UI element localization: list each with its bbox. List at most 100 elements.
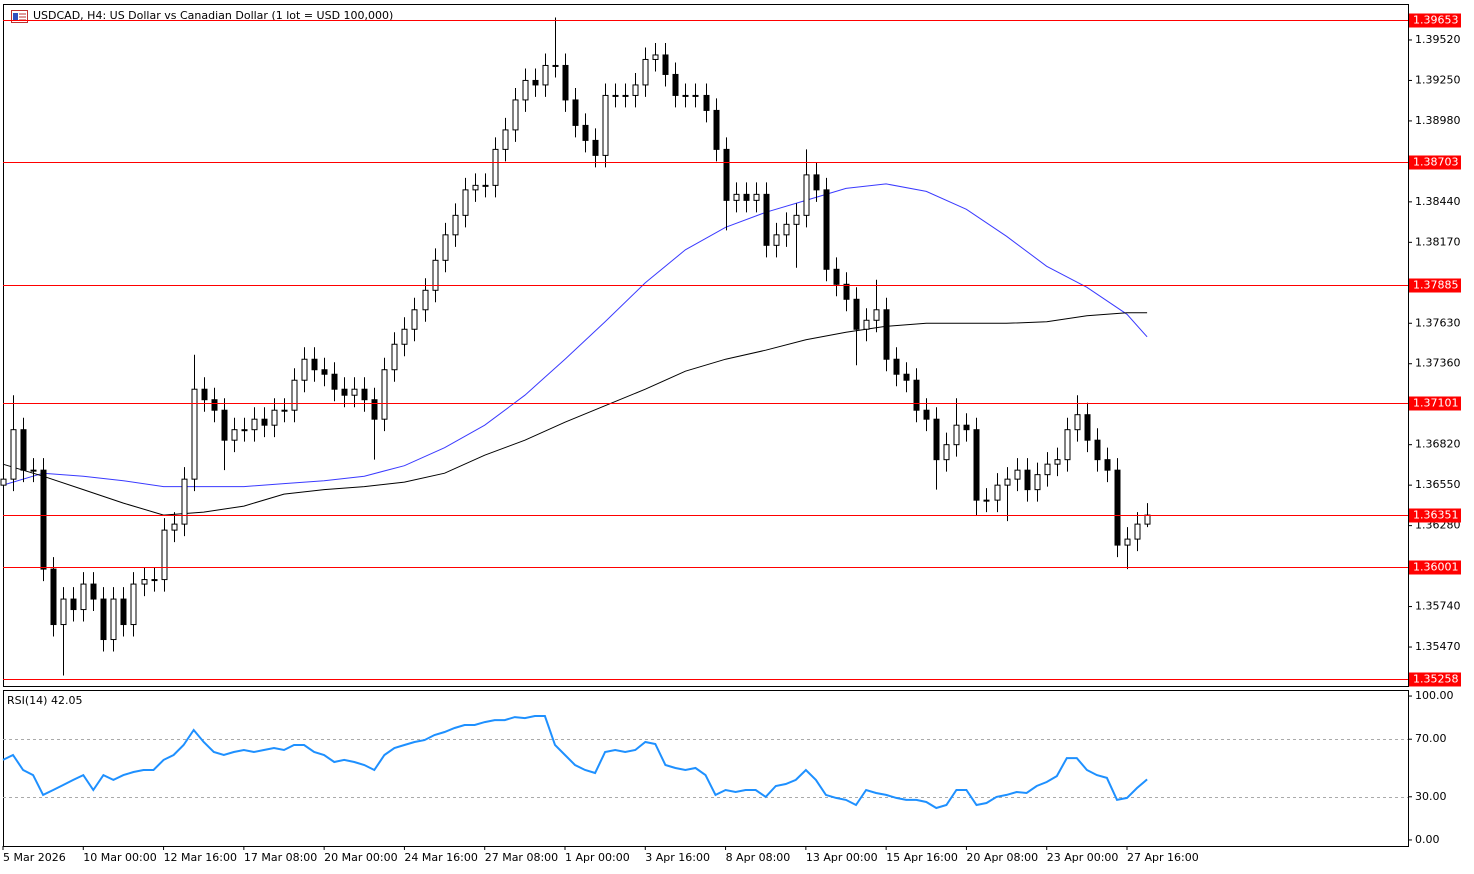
x-tick-label: 24 Mar 16:00 xyxy=(404,851,477,864)
candle-body xyxy=(151,579,158,582)
x-tick-label: 20 Apr 08:00 xyxy=(966,851,1038,864)
candle-body xyxy=(211,399,218,411)
level-label: 1.38703 xyxy=(1413,156,1459,169)
candle-body xyxy=(0,478,7,486)
candle-body xyxy=(1074,414,1081,431)
candle-body xyxy=(472,184,479,191)
x-tick-label: 17 Mar 08:00 xyxy=(244,851,317,864)
candle-body xyxy=(572,99,579,126)
candle-body xyxy=(813,174,820,191)
level-box xyxy=(1409,560,1461,575)
candle-body xyxy=(602,94,609,156)
candle-body xyxy=(482,184,489,187)
candle-body xyxy=(1004,478,1011,486)
candle-body xyxy=(943,444,950,461)
candle-body xyxy=(100,598,107,641)
candle-body xyxy=(161,529,168,581)
chart-title: USDCAD, H4: US Dollar vs Canadian Dollar… xyxy=(33,9,393,22)
candle-body xyxy=(271,409,278,426)
candle-body xyxy=(713,109,720,150)
candle-body xyxy=(873,309,880,321)
candle-body xyxy=(10,429,17,480)
candle-body xyxy=(803,174,810,216)
y-tick-label: 1.39520 xyxy=(1415,33,1461,46)
level-box xyxy=(1409,13,1461,28)
candle-body xyxy=(321,369,328,375)
rsi-tick-label: 0.00 xyxy=(1415,833,1440,846)
candle-body xyxy=(1144,514,1151,525)
y-tick-label: 1.38980 xyxy=(1415,114,1461,127)
y-tick-label: 1.37630 xyxy=(1415,316,1461,329)
candle-body xyxy=(432,259,439,291)
candle-body xyxy=(1044,463,1051,476)
candle-body xyxy=(662,54,669,75)
candle-body xyxy=(90,583,97,600)
candle-body xyxy=(301,358,308,381)
x-tick-label: 15 Apr 16:00 xyxy=(886,851,958,864)
candle-body xyxy=(181,478,188,525)
candle-body xyxy=(1054,459,1061,465)
candle-body xyxy=(221,409,228,441)
candle-body xyxy=(923,409,930,420)
candle-body xyxy=(1024,469,1031,491)
candle-body xyxy=(40,469,47,570)
candle-body xyxy=(733,193,740,201)
y-tick-label: 1.38440 xyxy=(1415,195,1461,208)
candle-body xyxy=(893,358,900,375)
candle-body xyxy=(853,298,860,330)
level-label: 1.36351 xyxy=(1413,509,1459,522)
candle-body xyxy=(994,484,1001,501)
candle-body xyxy=(492,148,499,186)
candle-body xyxy=(983,499,990,502)
candle-body xyxy=(502,129,509,150)
x-tick-label: 10 Mar 00:00 xyxy=(83,851,156,864)
rsi-tick-label: 30.00 xyxy=(1415,790,1447,803)
y-tick-label: 1.38170 xyxy=(1415,235,1461,248)
candle-body xyxy=(953,424,960,446)
candle-body xyxy=(903,373,910,381)
candle-body xyxy=(120,598,127,626)
candle-body xyxy=(1134,523,1141,540)
x-tick-label: 13 Apr 00:00 xyxy=(806,851,878,864)
price-panel xyxy=(3,4,1409,687)
rsi-line xyxy=(2,715,1148,810)
level-label: 1.37101 xyxy=(1413,397,1459,410)
level-box xyxy=(1409,672,1461,687)
candle-body xyxy=(1014,469,1021,480)
candle-body xyxy=(1104,459,1111,471)
candle-body xyxy=(50,568,57,626)
moving-average xyxy=(2,183,1148,488)
candle-body xyxy=(642,58,649,86)
candle-body xyxy=(60,598,67,626)
icon-part xyxy=(13,13,18,20)
candle-body xyxy=(632,84,639,96)
candle-body xyxy=(582,124,589,141)
candle-body xyxy=(291,379,298,411)
level-label: 1.35258 xyxy=(1413,673,1459,686)
candle-body xyxy=(652,54,659,60)
level-box xyxy=(1409,278,1461,293)
candle-body xyxy=(381,369,388,420)
candle-body xyxy=(592,139,599,156)
y-tick-label: 1.36820 xyxy=(1415,438,1461,451)
x-tick-label: 12 Mar 16:00 xyxy=(164,851,237,864)
y-tick-label: 1.35740 xyxy=(1415,600,1461,613)
candle-body xyxy=(973,429,980,501)
rsi-tick-label: 70.00 xyxy=(1415,732,1447,745)
candle-body xyxy=(793,214,800,225)
candle-body xyxy=(361,388,368,401)
x-tick-label: 23 Apr 00:00 xyxy=(1047,851,1119,864)
candle-body xyxy=(913,379,920,411)
candle-body xyxy=(672,73,679,96)
candle-body xyxy=(261,418,268,426)
candle-body xyxy=(141,579,148,585)
candle-body xyxy=(963,424,970,431)
y-tick-label: 1.37360 xyxy=(1415,357,1461,370)
candle-body xyxy=(20,429,27,471)
candle-body xyxy=(401,328,408,345)
candle-body xyxy=(411,309,418,330)
y-tick-label: 1.35470 xyxy=(1415,640,1461,653)
candle-body xyxy=(442,234,449,261)
candle-body xyxy=(763,193,770,246)
